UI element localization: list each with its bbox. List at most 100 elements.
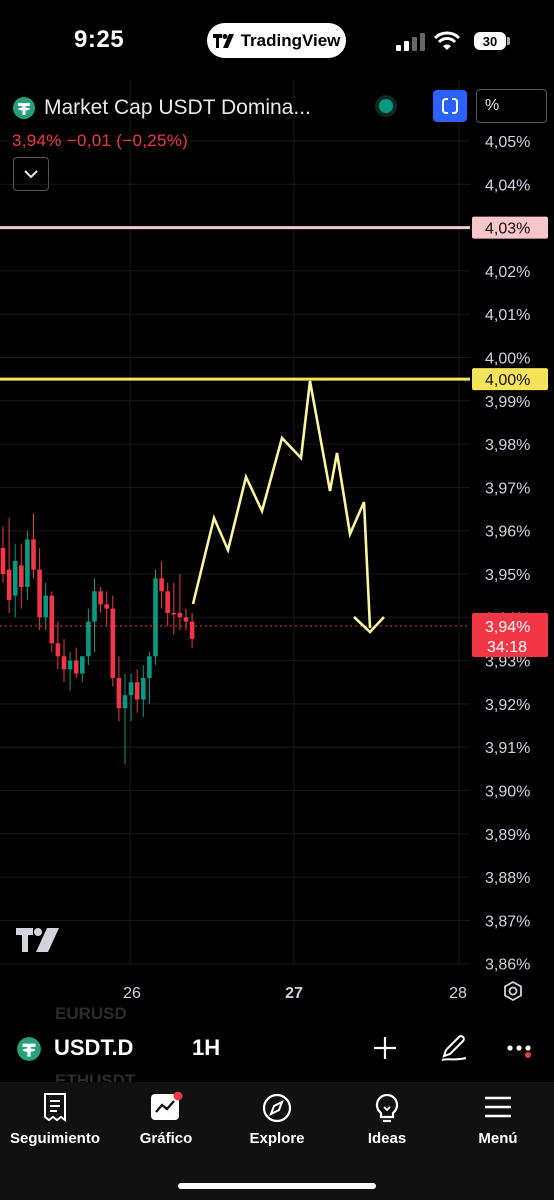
tradingview-pill[interactable]: TradingView xyxy=(207,23,346,58)
candle-body xyxy=(104,604,109,609)
countdown-timer: 34:18 xyxy=(487,639,527,656)
candle-body xyxy=(61,656,67,670)
sync-icon xyxy=(442,97,458,115)
date-axis: 26 27 28 xyxy=(123,985,467,1002)
price-axis-label: 4,01% xyxy=(485,307,530,324)
tab-seguimiento[interactable]: Seguimiento xyxy=(0,1092,110,1147)
candle-body xyxy=(128,682,134,696)
tab-explore[interactable]: Explore xyxy=(222,1092,332,1147)
candle-body xyxy=(25,539,30,587)
candle-body xyxy=(37,569,42,618)
price-axis-label: 3,99% xyxy=(485,394,530,411)
candle-body xyxy=(141,677,146,700)
candle-body xyxy=(92,591,97,622)
price-axis-label: 3,87% xyxy=(485,913,530,930)
candle-body xyxy=(110,608,116,678)
add-icon[interactable] xyxy=(371,1034,399,1062)
candle-body xyxy=(189,621,195,639)
price-axis-label: 3,93% xyxy=(485,654,530,671)
price-axis: 4,05% 4,04% 4,03% 4,02% 4,01% 4,00% 3,99% 3,98%… xyxy=(485,134,530,974)
candle-body xyxy=(183,617,189,622)
yellow-level-tag-bg xyxy=(472,368,548,391)
interval-selector[interactable]: 1H xyxy=(192,1035,221,1060)
candle-body xyxy=(116,677,122,709)
price-axis-label: 4,05% xyxy=(485,134,530,151)
price-tags: 4,03% 4,00% 3,94% 34:18 xyxy=(472,216,548,657)
market-open-indicator xyxy=(379,99,393,113)
price-axis-label: 4,02% xyxy=(485,264,530,281)
candle-body xyxy=(171,612,177,615)
more-icon[interactable] xyxy=(506,1040,536,1060)
signal-icon xyxy=(396,33,425,51)
price-axis-label: 4,00% xyxy=(485,351,530,368)
collapse-button[interactable] xyxy=(13,157,49,191)
pink-level-tag: 4,03% xyxy=(485,221,530,238)
price-axis-label: 3,96% xyxy=(485,524,530,541)
status-time: 9:25 xyxy=(74,26,125,53)
bottom-tab-bar xyxy=(0,1082,554,1200)
tab-label: Gráfico xyxy=(139,1130,193,1147)
price-axis-label: 3,92% xyxy=(485,697,530,714)
battery-indicator: 30 xyxy=(474,32,506,50)
pink-level-tag-bg xyxy=(472,216,548,239)
tether-logo-icon xyxy=(13,97,35,119)
price-axis-label: 3,97% xyxy=(485,480,530,497)
candles xyxy=(0,513,195,765)
price-axis-label: 3,88% xyxy=(485,870,530,887)
watchlist-icon xyxy=(44,1093,66,1122)
app-pill-label: TradingView xyxy=(240,30,341,50)
battery-tip xyxy=(507,37,510,45)
candle-body xyxy=(55,643,61,657)
candle-body xyxy=(6,569,12,600)
candle-body xyxy=(147,656,152,678)
candle-body xyxy=(165,591,170,613)
candle-body xyxy=(177,612,183,618)
candle-body xyxy=(19,565,24,587)
tradingview-logo-icon xyxy=(212,33,234,48)
tab-grafico[interactable]: Gráfico xyxy=(111,1092,221,1147)
tab-ideas[interactable]: Ideas xyxy=(332,1092,442,1147)
scale-percent-button[interactable]: % xyxy=(476,89,547,123)
compass-icon xyxy=(262,1093,292,1123)
candle-body xyxy=(43,595,48,618)
menu-icon xyxy=(485,1096,511,1118)
tab-label: Ideas xyxy=(367,1130,407,1147)
symbol-name[interactable]: USDT.D xyxy=(54,1035,134,1060)
candle-body xyxy=(12,561,18,596)
home-indicator xyxy=(178,1183,376,1189)
tab-label: Menú xyxy=(478,1130,518,1147)
price-axis-label: 3,89% xyxy=(485,827,530,844)
candle-body xyxy=(67,660,73,670)
tab-label: Seguimiento xyxy=(9,1130,100,1147)
chevron-down-icon xyxy=(24,170,38,179)
candle-body xyxy=(159,578,164,592)
date-axis-label: 26 xyxy=(123,985,141,1002)
price-change: 3,94% −0,01 (−0,25%) xyxy=(12,131,189,150)
draw-pen-icon[interactable] xyxy=(438,1031,470,1063)
date-axis-label: 28 xyxy=(449,985,467,1002)
projection-sketch xyxy=(191,380,372,629)
yellow-level-tag: 4,00% xyxy=(485,372,530,389)
chart-title[interactable]: Market Cap USDT Domina... xyxy=(44,96,311,119)
candle-body xyxy=(86,621,91,657)
candle-body xyxy=(80,656,85,674)
candle-body xyxy=(134,682,140,700)
tether-symbol-icon xyxy=(17,1037,41,1061)
current-price-tag: 3,94% xyxy=(485,619,530,636)
price-axis-label: 3,90% xyxy=(485,784,530,801)
tab-menu[interactable]: Menú xyxy=(443,1092,553,1147)
date-axis-label: 27 xyxy=(285,985,303,1002)
price-axis-label: 3,91% xyxy=(485,740,530,757)
candle-body xyxy=(49,595,55,644)
tradingview-watermark-icon xyxy=(16,928,59,952)
price-chart[interactable]: 4,05% 4,04% 4,03% 4,02% 4,01% 4,00% 3,99% 3,98%… xyxy=(0,0,554,1020)
sync-button[interactable] xyxy=(433,90,467,122)
ghost-symbol-top: EURUSD xyxy=(55,1004,127,1023)
price-axis-label: 3,95% xyxy=(485,567,530,584)
current-price-tag-bg xyxy=(472,612,548,657)
chart-lines xyxy=(0,226,470,634)
price-axis-label: 3,98% xyxy=(485,437,530,454)
candle-body xyxy=(98,591,103,605)
settings-icon[interactable] xyxy=(502,980,524,1002)
lightbulb-icon xyxy=(375,1093,399,1123)
